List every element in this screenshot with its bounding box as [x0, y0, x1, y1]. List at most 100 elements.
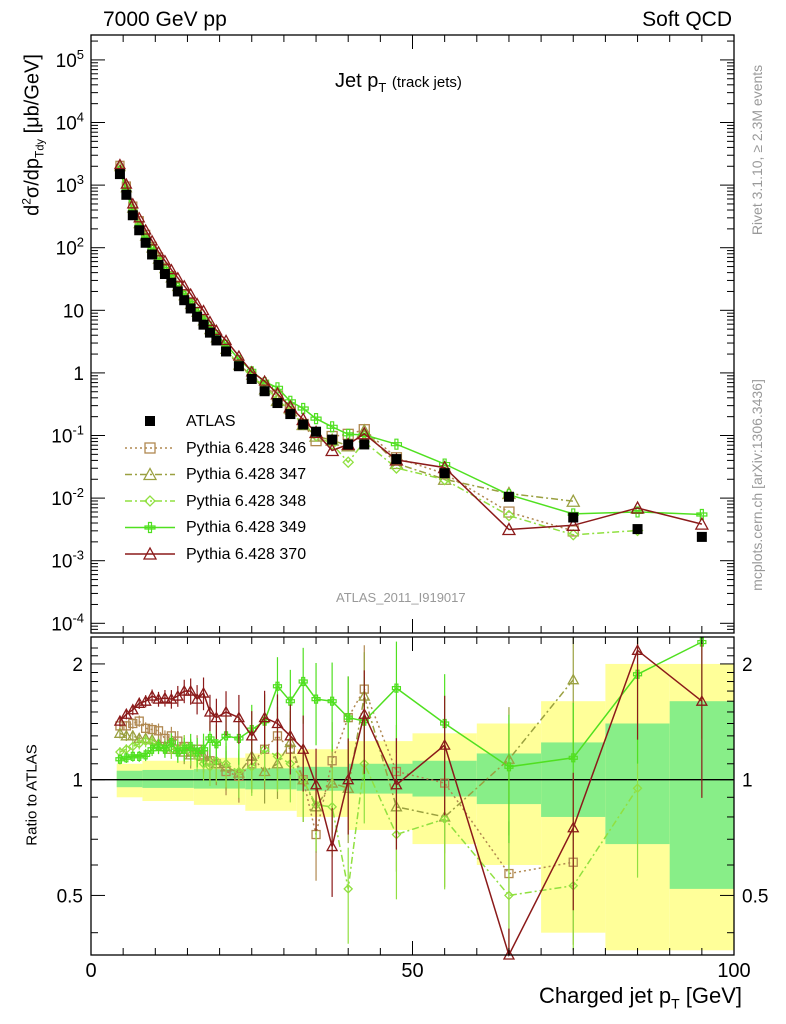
ratio-tick-label-right: 2 — [742, 655, 753, 676]
ratio-point-370 — [203, 705, 217, 717]
legend-marker-346 — [144, 442, 156, 454]
ratio-point-348 — [259, 744, 270, 755]
band-inner — [116, 770, 143, 788]
ratio-point-370 — [326, 840, 339, 852]
data-point — [568, 512, 579, 523]
ratio-point-370 — [631, 643, 644, 655]
ratio-point-370 — [358, 707, 371, 719]
spectrum-curves — [113, 158, 709, 542]
y-tick-label: 104 — [56, 110, 84, 135]
ratio-point-348 — [198, 758, 209, 769]
ratio-point-348 — [205, 761, 215, 772]
ratio-point-346 — [134, 716, 144, 726]
ratio-point-370 — [145, 689, 159, 701]
analysis-id: ATLAS_2011_I919017 — [336, 590, 466, 605]
y-tick-label: 1 — [73, 364, 84, 385]
band-inner — [296, 766, 349, 791]
ratio-point-348 — [439, 814, 450, 824]
legend-entry-349: Pythia 6.428 349 — [186, 519, 307, 536]
ratio-point-370 — [126, 703, 139, 715]
data-point — [140, 237, 151, 248]
data-point — [632, 524, 643, 535]
y-axis-label: d2σ/dpTdy [μb/GeV] — [19, 54, 47, 216]
data-point — [311, 426, 322, 437]
x-tick-label: 100 — [717, 960, 750, 982]
data-point — [285, 409, 296, 420]
x-axis-label-sub: T — [671, 995, 680, 1012]
data-point — [272, 398, 283, 409]
header-left: 7000 GeV pp — [103, 8, 227, 31]
ratio-point-370 — [197, 686, 210, 698]
data-point — [439, 468, 450, 479]
ratio-point-370 — [297, 742, 310, 754]
ratio-tick-label-left: 0.5 — [57, 886, 83, 907]
ratio-point-370 — [309, 778, 323, 790]
data-point — [221, 346, 232, 357]
ratio-point-370 — [190, 692, 204, 704]
x-axis-label-unit: [GeV] — [685, 983, 742, 1008]
legend-entry-347: Pythia 6.428 347 — [186, 466, 307, 483]
legend-marker-data — [145, 416, 155, 426]
y-tick-label: 10 — [63, 301, 84, 322]
y-tick-label: 102 — [56, 235, 84, 260]
ratio-point-346 — [128, 718, 138, 729]
plot-title-sub: T — [378, 80, 387, 95]
plot-title-main: Jet p — [335, 70, 379, 92]
data-point — [127, 210, 138, 221]
data-point — [185, 303, 196, 314]
y-tick-label: 10-3 — [51, 548, 84, 573]
main-point-370 — [126, 197, 139, 209]
data-point — [121, 189, 132, 200]
main-point-370 — [171, 271, 184, 283]
data-point — [114, 169, 125, 180]
y-tick-label: 10-1 — [51, 423, 84, 448]
y-tick-label: 10-2 — [51, 485, 84, 510]
ratio-tick-label-left: 1 — [72, 771, 83, 792]
main-point-349 — [310, 412, 322, 425]
data-point — [259, 386, 270, 397]
ratio-point-370 — [245, 729, 258, 741]
axis-ticks: 0 50 100 10-4 10-3 10-2 10-1 1 10 102 103 104 105 0.5… — [51, 35, 768, 982]
main-point-370 — [184, 287, 197, 299]
ratio-curves — [113, 637, 708, 960]
ratio-point-348 — [221, 758, 231, 769]
data-point — [153, 259, 164, 270]
y-tick-label: 10-4 — [51, 610, 84, 635]
main-point-370 — [357, 426, 372, 440]
ratio-line-348 — [119, 740, 639, 897]
ratio-tick-label-right: 0.5 — [742, 886, 768, 907]
band-inner — [142, 769, 194, 788]
ratio-y-label: Ratio to ATLAS — [23, 744, 41, 846]
main-point-370 — [258, 374, 271, 386]
main-point-370 — [190, 297, 204, 309]
data-point — [246, 373, 257, 384]
legend-entry-346: Pythia 6.428 346 — [186, 439, 307, 457]
main-point-346 — [503, 506, 515, 518]
x-tick-label: 0 — [85, 960, 96, 982]
main-point-349 — [342, 428, 354, 440]
ratio-point-370 — [210, 711, 223, 723]
legend-marker-347 — [142, 467, 158, 481]
main-point-370 — [120, 177, 133, 189]
ratio-point-370 — [158, 691, 172, 703]
ratio-point-370 — [438, 738, 451, 750]
legend-entry-370: Pythia 6.428 370 — [186, 545, 307, 563]
ratio-point-349 — [115, 754, 125, 764]
legend-markers — [125, 416, 175, 560]
ratio-point-347 — [113, 726, 127, 738]
ratio-point-370 — [258, 711, 271, 723]
y-tick-label: 103 — [56, 172, 84, 197]
ratio-point-348 — [246, 761, 257, 772]
ratio-point-348 — [140, 736, 151, 747]
ratio-point-348 — [343, 883, 354, 894]
data-point — [298, 419, 309, 430]
data-point — [147, 249, 158, 260]
ratio-point-349 — [311, 694, 321, 704]
plot-title-note: (track jets) — [391, 74, 462, 91]
ratio-point-347 — [567, 673, 580, 685]
main-point-370 — [219, 334, 233, 346]
band-inner — [245, 768, 297, 790]
ratio-point-370 — [567, 821, 580, 833]
data-point — [192, 311, 203, 322]
data-point — [179, 295, 190, 306]
